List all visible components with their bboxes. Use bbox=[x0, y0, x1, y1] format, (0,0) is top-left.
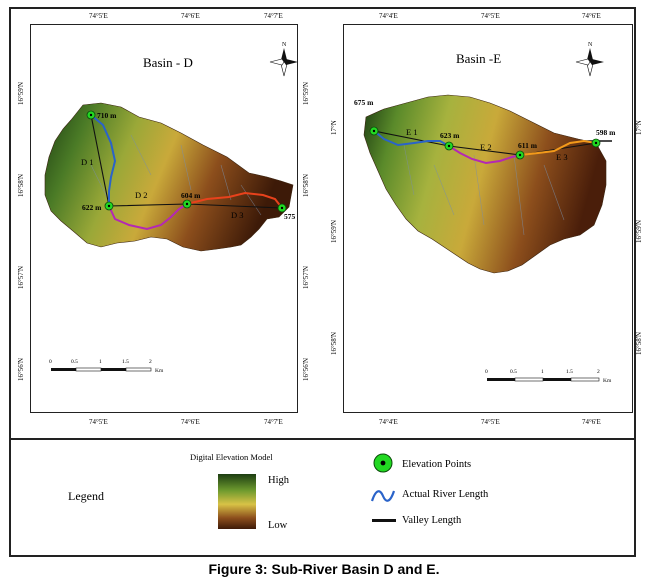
left-tick: 16°58'N bbox=[17, 173, 25, 197]
bottom-tick: 74°5'E bbox=[481, 418, 500, 426]
scale-tick: 1.5 bbox=[566, 369, 573, 375]
top-tick: 74°4'E bbox=[379, 12, 398, 20]
right-tick: 16°59'N bbox=[302, 81, 310, 105]
map-panel-basin-d: Basin - D 74°5'E 74°6'E 74°7'E 74°5'E 74… bbox=[17, 12, 310, 426]
river-d2 bbox=[108, 203, 188, 231]
elevation-label: 598 m bbox=[596, 128, 616, 137]
elevation-label: 623 m bbox=[440, 131, 460, 140]
elevation-label: 575 m bbox=[284, 212, 297, 221]
legend-valley-length: Valley Length bbox=[402, 515, 462, 526]
scale-tick: 2 bbox=[149, 359, 152, 365]
basin-d-dem-area bbox=[44, 102, 294, 252]
bottom-tick: 74°4'E bbox=[379, 418, 398, 426]
basin-e-dem-area bbox=[363, 94, 607, 274]
right-tick: 17°N bbox=[635, 120, 643, 135]
elevation-point-e2 bbox=[444, 141, 454, 151]
map-panel-basin-e: Basin -E 74°4'E 74°5'E 74°6'E 74°4'E 74°… bbox=[330, 12, 643, 426]
scale-tick: 0 bbox=[485, 369, 488, 375]
elevation-point-e4 bbox=[591, 138, 601, 148]
scale-tick: 0 bbox=[49, 359, 52, 365]
north-label: N bbox=[588, 42, 593, 48]
scale-tick: 0.5 bbox=[71, 359, 78, 365]
figure-caption: Figure 3: Sub-River Basin D and E. bbox=[208, 561, 440, 577]
top-tick: 74°5'E bbox=[89, 12, 108, 20]
right-tick: 16°56'N bbox=[302, 357, 310, 381]
north-label: N bbox=[282, 42, 287, 48]
right-tick: 16°58'N bbox=[302, 173, 310, 197]
river-e3 bbox=[519, 139, 597, 156]
scale-bar: 0 0.5 1 1.5 2 Km bbox=[485, 369, 612, 384]
segment-label: E 3 bbox=[556, 152, 568, 162]
elevation-label: 622 m bbox=[82, 203, 102, 212]
left-tick: 17°N bbox=[330, 120, 338, 135]
figure-frame bbox=[9, 7, 636, 557]
north-arrow-icon: N bbox=[575, 42, 604, 77]
scale-bar: 0 0.5 1 1.5 2 Km bbox=[49, 359, 164, 374]
river-e1 bbox=[373, 130, 450, 147]
drainage-lines bbox=[403, 144, 565, 236]
right-tick: 16°58'N bbox=[635, 331, 643, 355]
right-tick: 16°59'N bbox=[635, 219, 643, 243]
legend-river-length: Actual River Length bbox=[402, 489, 489, 500]
segment-label: E 1 bbox=[406, 127, 418, 137]
dem-legend-title: Digital Elevation Model bbox=[190, 452, 273, 462]
scale-unit: Km bbox=[603, 378, 612, 384]
dem-high-label: High bbox=[268, 475, 289, 486]
scale-tick: 2 bbox=[597, 369, 600, 375]
scale-tick: 1.5 bbox=[122, 359, 129, 365]
elevation-point-e3 bbox=[515, 150, 525, 160]
north-arrow-icon: N bbox=[269, 42, 297, 77]
basin-e-title: Basin -E bbox=[456, 51, 502, 66]
left-tick: 16°56'N bbox=[17, 357, 25, 381]
river-d3 bbox=[186, 191, 283, 209]
elevation-point-icon bbox=[373, 453, 393, 473]
bottom-tick: 74°5'E bbox=[89, 418, 108, 426]
dem-low-label: Low bbox=[268, 520, 288, 531]
segment-label: D 3 bbox=[231, 210, 244, 220]
basin-d-title: Basin - D bbox=[143, 55, 193, 70]
bottom-tick: 74°6'E bbox=[181, 418, 200, 426]
legend-divider bbox=[9, 438, 636, 440]
legend-elevation-points: Elevation Points bbox=[402, 459, 472, 470]
elevation-label: 675 m bbox=[354, 98, 374, 107]
segment-label: D 2 bbox=[135, 190, 148, 200]
river-line-icon bbox=[370, 490, 396, 502]
top-tick: 74°6'E bbox=[181, 12, 200, 20]
segment-label: E 2 bbox=[480, 142, 492, 152]
elevation-label: 611 m bbox=[518, 141, 538, 150]
river-e2 bbox=[448, 145, 521, 165]
scale-tick: 1 bbox=[541, 369, 544, 375]
right-tick: 16°57'N bbox=[302, 265, 310, 289]
scale-unit: Km bbox=[155, 368, 164, 374]
top-tick: 74°5'E bbox=[481, 12, 500, 20]
elevation-label: 604 m bbox=[181, 191, 201, 200]
bottom-tick: 74°6'E bbox=[582, 418, 601, 426]
basin-d-map: 710 m 622 m 604 m 575 m D 1 D 2 D 3 N 0 … bbox=[44, 42, 297, 374]
bottom-tick: 74°7'E bbox=[264, 418, 283, 426]
valley-line-icon bbox=[372, 519, 396, 522]
left-tick: 16°59'N bbox=[330, 219, 338, 243]
top-tick: 74°7'E bbox=[264, 12, 283, 20]
left-tick: 16°58'N bbox=[330, 331, 338, 355]
elevation-label: 710 m bbox=[97, 111, 117, 120]
basin-e-map: 675 m 623 m 611 m 598 m E 1 E 2 E 3 N 0 … bbox=[354, 42, 616, 384]
elevation-point-d4 bbox=[277, 203, 287, 213]
scale-tick: 0.5 bbox=[510, 369, 517, 375]
elevation-point-e1 bbox=[369, 126, 379, 136]
valley-line-d bbox=[90, 114, 283, 209]
legend-heading: Legend bbox=[68, 489, 104, 503]
scale-tick: 1 bbox=[99, 359, 102, 365]
dem-color-ramp bbox=[218, 474, 256, 529]
drainage-lines bbox=[90, 134, 262, 216]
river-d1 bbox=[90, 114, 117, 206]
elevation-point-d2 bbox=[104, 201, 114, 211]
elevation-point-d1 bbox=[86, 110, 96, 120]
left-tick: 16°59'N bbox=[17, 81, 25, 105]
left-tick: 16°57'N bbox=[17, 265, 25, 289]
segment-label: D 1 bbox=[81, 157, 94, 167]
top-tick: 74°6'E bbox=[582, 12, 601, 20]
elevation-point-d3 bbox=[182, 199, 192, 209]
